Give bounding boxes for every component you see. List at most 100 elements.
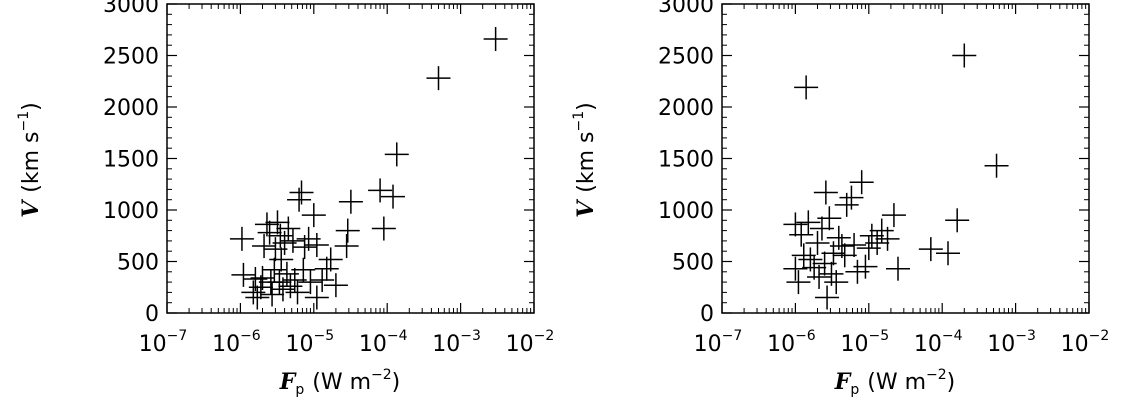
left-x-tick-label: 10−2 [506,328,555,357]
right-data-point [853,254,878,279]
left-data-point [426,66,451,91]
left-data-point [381,184,406,209]
left-x-tick-label: 10−5 [285,328,334,357]
right-data-point [865,230,890,255]
left-y-tick-label: 1500 [103,148,159,173]
left-data-point [301,203,326,228]
right-y-axis-var: V [573,199,599,218]
right-data-point [829,234,854,259]
left-data-point [245,285,270,310]
left-y-tick-label: 3000 [103,0,159,18]
left-data-point [248,275,273,300]
right-x-tick-label: 10−3 [987,328,1036,357]
left-y-tick-label: 1000 [103,199,159,224]
right-x-axis-label: Fp (W m−2) [834,367,956,398]
right-data-point [834,192,859,217]
right-data-point [794,75,819,100]
left-data-point [338,189,363,214]
left-data-point [304,285,329,310]
left-data-point [304,233,329,258]
left-y-axis-label: V (km s−1) [16,102,44,218]
right-x-axis-sub: p [850,382,859,398]
right-data-point [813,180,838,205]
left-data-point [269,247,294,272]
left-data-point [265,210,290,235]
right-data-point [786,270,811,295]
right-axis-ticks [721,3,1090,314]
left-data-point [335,218,360,243]
right-data-point [984,153,1009,178]
left-data-point [368,178,393,203]
right-y-axis-unit-exp: −1 [571,111,587,132]
left-data-point [278,274,303,299]
left-x-tick-label: 10−3 [432,328,481,357]
left-y-tick-label: 500 [117,251,159,276]
right-data-point [918,237,943,262]
left-y-axis-var: V [18,199,44,218]
left-y-tick-labels: 0 500 1000 1500 2000 2500 3000 [103,0,159,327]
left-data-point [280,228,305,253]
right-x-tick-label: 10−7 [694,328,743,357]
left-x-axis-var: F [279,369,297,395]
right-y-tick-label: 1500 [658,148,714,173]
left-data-points [229,27,508,310]
right-data-point [809,216,834,241]
right-y-tick-labels: 0 500 1000 1500 2000 2500 3000 [658,0,714,327]
left-x-tick-label: 10−4 [359,328,408,357]
right-data-points [783,43,1009,310]
left-data-point [263,237,288,262]
right-data-point [952,43,977,68]
left-x-axis-unit: (W m [312,370,371,395]
right-y-axis-unit: (km s [574,131,599,192]
right-data-point [875,226,900,251]
right-data-point [789,222,814,247]
right-y-tick-label: 0 [700,302,714,327]
left-data-point [285,280,310,305]
right-data-point [839,185,864,210]
left-data-point [483,27,508,52]
right-y-tick-label: 1000 [658,199,714,224]
right-y-axis-unit-close: ) [574,102,599,111]
left-y-axis-unit-close: ) [19,102,44,111]
left-data-point [262,257,287,282]
left-data-point [314,256,339,281]
right-data-point [817,206,842,231]
left-data-point [231,262,256,287]
left-data-point [229,226,254,251]
right-data-point [832,243,857,268]
left-y-tick-label: 2000 [103,96,159,121]
right-data-point [945,208,970,233]
left-y-tick-label: 2500 [103,45,159,70]
left-x-tick-label: 10−6 [212,328,261,357]
left-y-axis-unit: (km s [19,131,44,192]
left-data-point [241,280,266,305]
left-data-point [298,270,323,295]
right-x-axis-unit-close: ) [947,370,956,395]
right-data-point [807,264,832,289]
right-plot-frame [721,3,1090,314]
left-x-axis-unit-exp: −2 [371,367,392,383]
left-data-point [334,234,359,259]
left-data-point [310,268,335,293]
right-x-tick-labels: 10−7 10−6 10−5 10−4 10−3 10−2 [694,328,1110,357]
right-x-axis-var: F [834,369,852,395]
left-data-point [318,247,343,272]
left-x-tick-labels: 10−7 10−6 10−5 10−4 10−3 10−2 [139,328,555,357]
right-data-point [812,251,837,276]
right-x-axis-unit: (W m [867,370,926,395]
right-data-point [791,243,816,268]
left-x-tick-label: 10−7 [139,328,188,357]
left-plot-frame [166,3,535,314]
left-x-axis-sub: p [295,382,304,398]
right-y-tick-label: 3000 [658,0,714,18]
left-data-point [289,180,314,205]
right-data-point [849,170,874,195]
left-y-axis-unit-exp: −1 [16,111,32,132]
left-y-tick-label: 0 [145,302,159,327]
left-data-point [371,216,396,241]
right-data-point [805,230,830,255]
right-data-point [796,210,821,235]
right-y-tick-label: 2000 [658,96,714,121]
